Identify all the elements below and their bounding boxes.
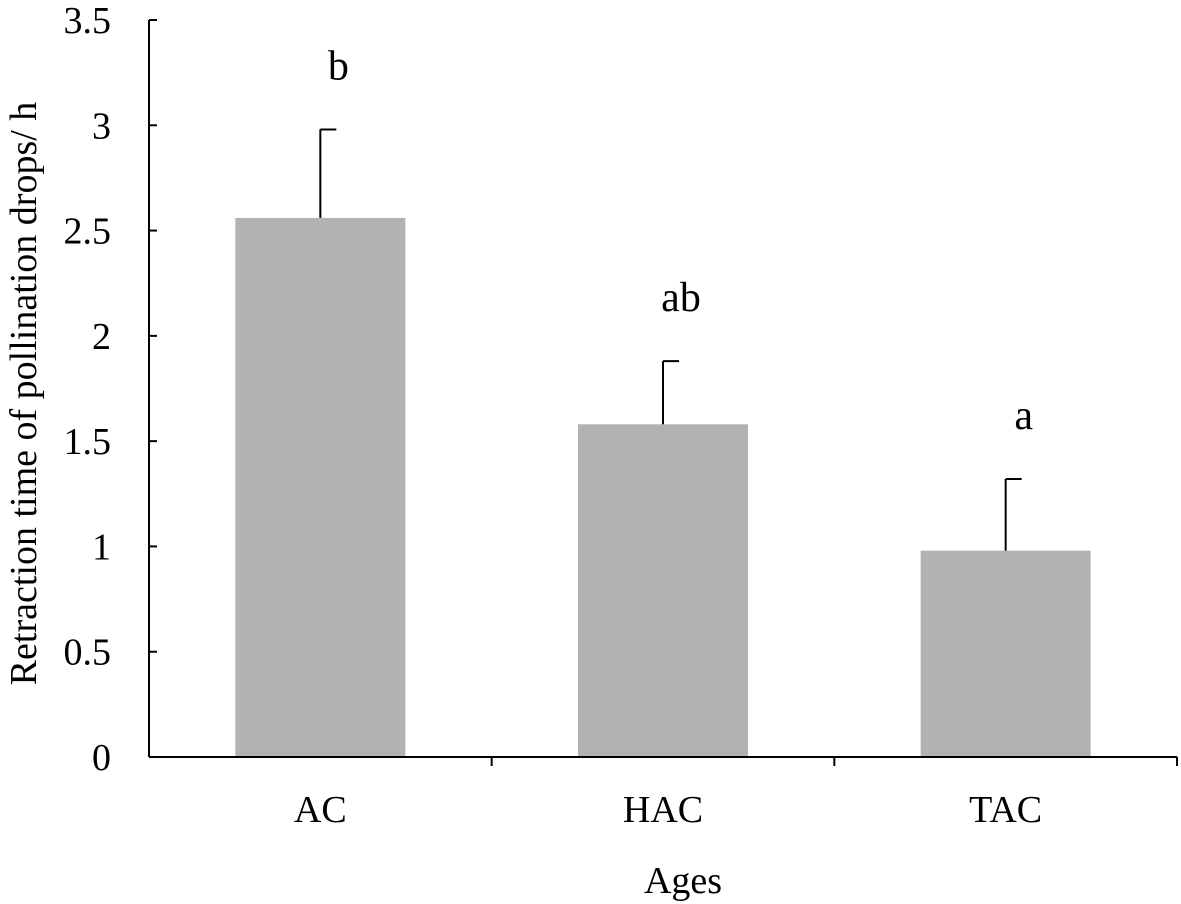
x-ticks-layer: AC HAC TAC (294, 757, 1178, 831)
y-tick-label: 3 (92, 105, 111, 147)
significance-label-tac: a (1014, 393, 1033, 439)
y-ticks-layer: 0 0.5 1 1.5 2 2.5 3 3.5 (64, 0, 157, 779)
y-tick-label: 2 (92, 316, 111, 358)
y-tick-label: 1.5 (64, 421, 112, 463)
x-category-label-ac: AC (294, 789, 347, 831)
y-tick-label: 0 (92, 737, 111, 779)
bars-layer (235, 217, 1091, 758)
y-tick-label: 2.5 (64, 211, 112, 253)
significance-labels-layer: b ab a (328, 43, 1034, 439)
bar-ac (235, 217, 406, 758)
significance-label-ac: b (328, 43, 349, 89)
significance-label-hac: ab (661, 275, 701, 321)
bar-hac (578, 424, 748, 757)
y-tick-label: 3.5 (64, 0, 112, 42)
x-category-label-tac: TAC (969, 789, 1042, 831)
y-axis-title: Retraction time of pollination drops/ h (3, 102, 45, 686)
x-category-label-hac: HAC (623, 789, 703, 831)
axes-layer (148, 20, 1177, 758)
y-tick-label: 1 (92, 526, 111, 568)
x-axis-title: Ages (644, 860, 722, 902)
y-tick-label: 0.5 (64, 632, 112, 674)
bar-tac (920, 550, 1091, 757)
error-bars-layer (319, 128, 1022, 551)
